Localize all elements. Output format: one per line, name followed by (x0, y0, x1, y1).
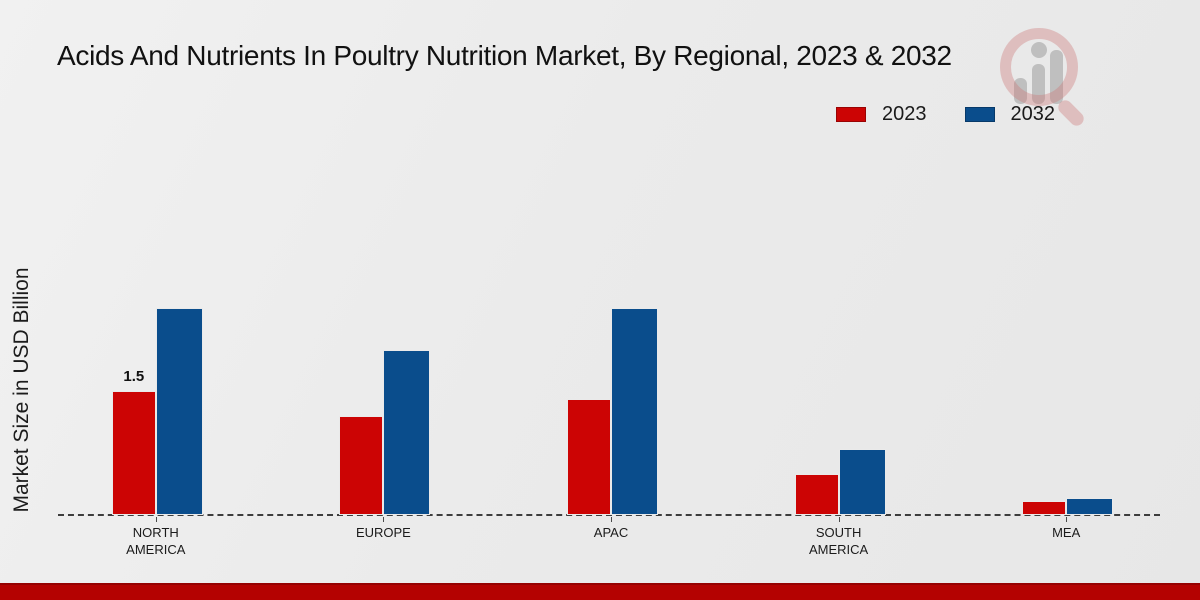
bar-value-label: 1.5 (123, 368, 145, 385)
category-label-north-america: NORTH AMERICA (126, 525, 186, 557)
axis-tick (383, 517, 385, 522)
bar-2023-apac (567, 399, 611, 515)
legend-swatch-2032 (964, 107, 995, 122)
axis-tick (1066, 517, 1068, 522)
bar-2023-mea (1022, 501, 1067, 515)
category-label-south-america: SOUTH AMERICA (808, 525, 869, 557)
category-label-europe: EUROPE (355, 525, 411, 540)
legend-label-2032: 2032 (1010, 103, 1056, 125)
legend-item-2023: 2023 (836, 103, 927, 126)
bar-2023-europe (339, 416, 384, 515)
bar-2032-mea (1066, 498, 1114, 515)
chart-title: Acids And Nutrients In Poultry Nutrition… (57, 40, 952, 71)
bar-2032-europe (383, 350, 431, 515)
footer-accent-band (0, 583, 1200, 600)
axis-tick (838, 517, 840, 522)
bar-2032-apac (611, 308, 658, 515)
axis-tick (155, 517, 157, 522)
market-research-magnifier-logo (998, 26, 1090, 130)
legend-swatch-2023 (836, 107, 866, 122)
legend: 2023 2032 (836, 103, 1055, 126)
axis-tick (611, 517, 612, 522)
bar-2032-north-america (155, 308, 203, 515)
legend-item-2032: 2032 (964, 103, 1056, 126)
magnifier-ring-icon (1000, 28, 1078, 106)
x-axis-baseline (58, 514, 1160, 516)
bar-2032-south-america (838, 449, 886, 515)
category-label-apac: APAC (593, 525, 629, 540)
legend-label-2023: 2023 (882, 103, 927, 125)
bar-2023-south-america (794, 474, 839, 515)
category-label-mea: MEA (1052, 525, 1081, 540)
bar-2023-north-america (111, 391, 156, 515)
